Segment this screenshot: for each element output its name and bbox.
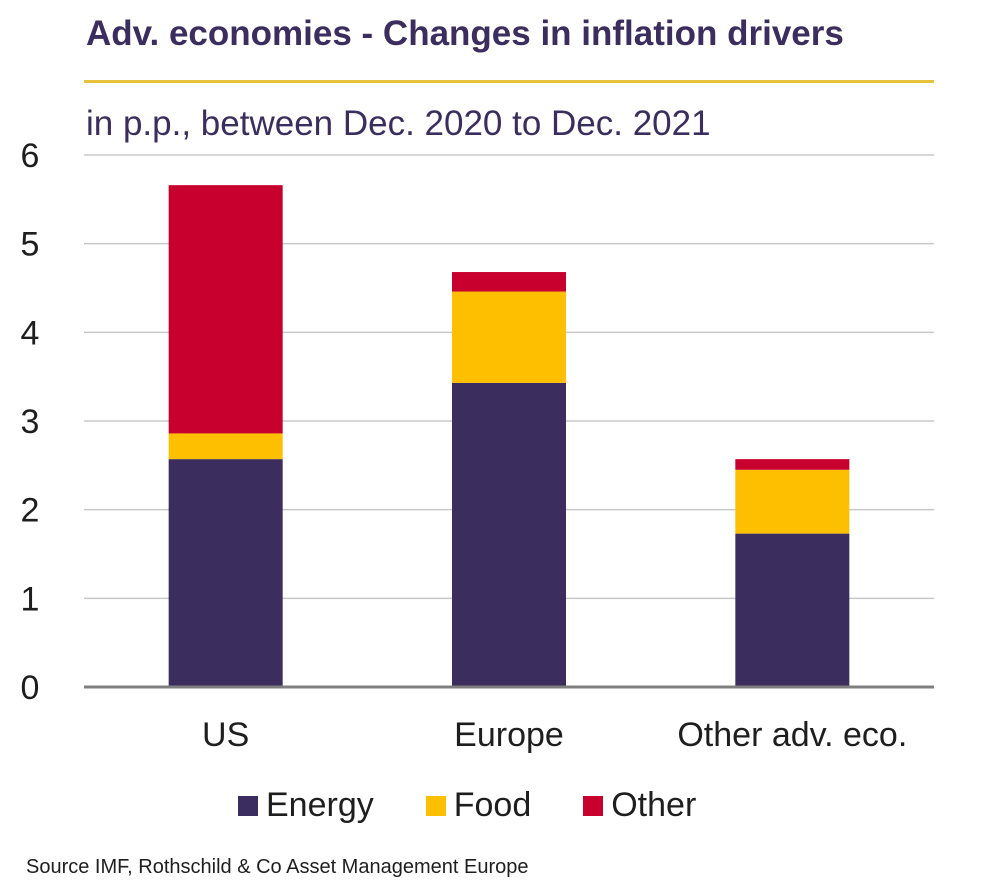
legend-swatch-other [583, 795, 604, 816]
legend-label-food: Food [453, 786, 532, 824]
y-tick-label-2: 2 [21, 492, 40, 530]
bar-energy-0 [168, 459, 283, 687]
bar-energy-1 [452, 382, 566, 687]
legend-item-energy: Energy [238, 786, 374, 825]
legend-label-other: Other [611, 786, 697, 824]
chart-subtitle: in p.p., between Dec. 2020 to Dec. 2021 [86, 104, 711, 143]
y-tick-label-1: 1 [21, 580, 40, 618]
x-tick-label-2: Other adv. eco. [677, 716, 907, 754]
chart-title: Adv. economies - Changes in inflation dr… [86, 14, 844, 53]
legend-item-other: Other [583, 786, 696, 825]
bar-other-1 [452, 272, 566, 292]
stacked-bar-chart: 0 1 2 3 4 5 6 US Europe Other adv. eco. [21, 137, 934, 754]
x-tick-label-0: US [202, 716, 249, 754]
x-tick-label-1: Europe [454, 716, 564, 754]
bar-other-2 [735, 459, 850, 470]
bar-other-0 [168, 185, 283, 434]
bar-food-2 [735, 469, 850, 534]
source-note: Source IMF, Rothschild & Co Asset Manage… [26, 856, 529, 878]
bar-food-0 [168, 433, 283, 460]
y-tick-label-4: 4 [21, 314, 40, 352]
bar-food-1 [452, 291, 566, 383]
legend-label-energy: Energy [266, 786, 374, 824]
y-tick-label-0: 0 [21, 669, 40, 707]
legend-item-food: Food [425, 786, 532, 825]
legend-swatch-food [425, 795, 446, 816]
y-tick-label-5: 5 [21, 226, 40, 264]
legend: Energy Food Other [238, 786, 748, 825]
legend-swatch-energy [238, 795, 258, 816]
y-tick-label-3: 3 [21, 403, 40, 441]
title-underline [84, 80, 934, 83]
y-tick-label-6: 6 [21, 137, 40, 175]
bar-energy-2 [735, 533, 850, 687]
